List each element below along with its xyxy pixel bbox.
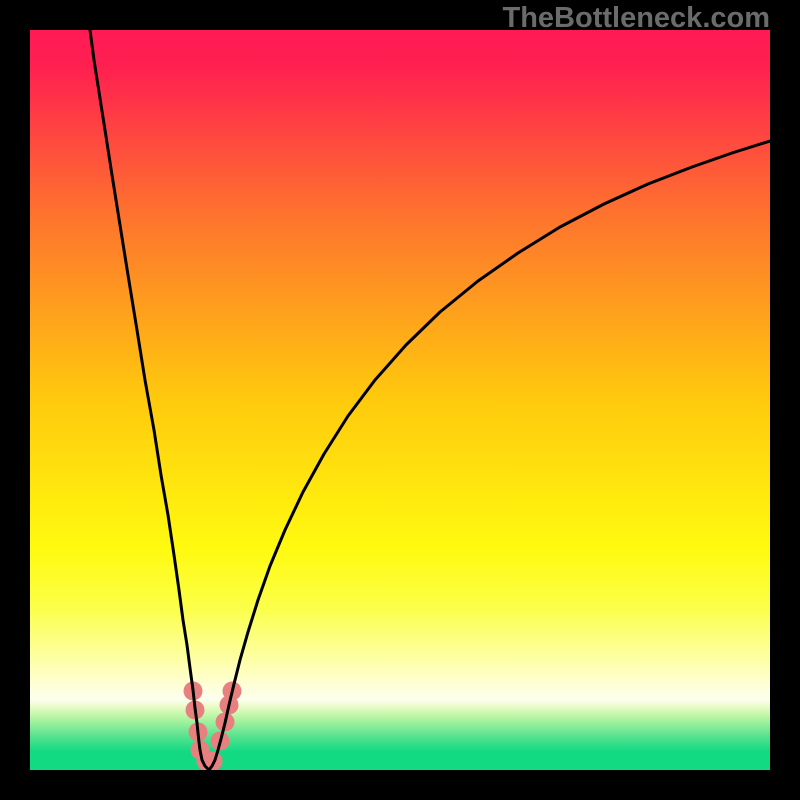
bottleneck-curve-chart [0,0,800,800]
chart-frame: TheBottleneck.com [0,0,800,800]
watermark-text: TheBottleneck.com [503,2,771,35]
chart-background [30,30,770,770]
